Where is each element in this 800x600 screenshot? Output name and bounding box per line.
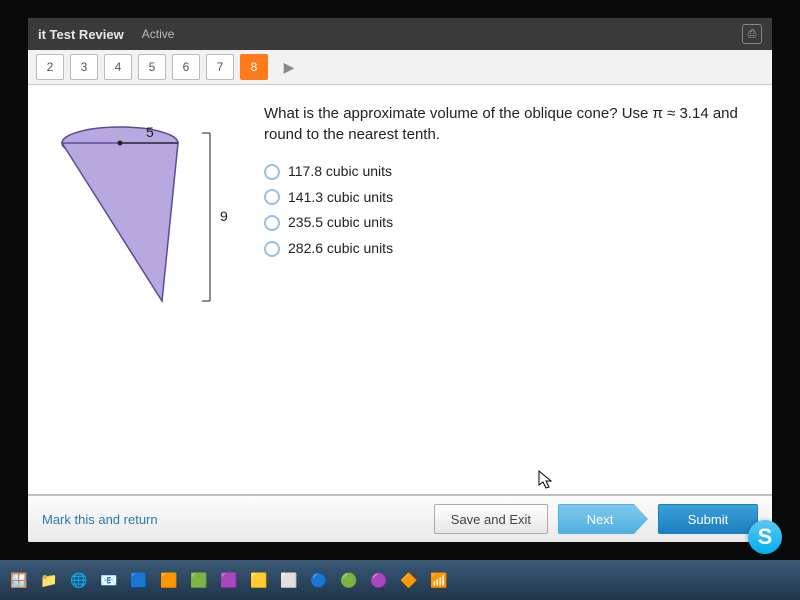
- footer-bar: Mark this and return Save and Exit Next …: [28, 494, 772, 542]
- option-b[interactable]: 141.3 cubic units: [264, 185, 750, 211]
- nav-3[interactable]: 3: [70, 54, 98, 80]
- tb-icon[interactable]: 📶: [426, 567, 452, 593]
- content-area: 5 9 What is the approximate volume of th…: [28, 85, 772, 494]
- height-label: 9: [220, 208, 228, 224]
- nav-6[interactable]: 6: [172, 54, 200, 80]
- test-title: it Test Review: [38, 27, 124, 42]
- taskbar: 🪟 📁 🌐 📧 🟦 🟧 🟩 🟪 🟨 ⬜ 🔵 🟢 🟣 🔶 📶: [0, 560, 800, 600]
- top-bar: it Test Review Active ⎙: [28, 18, 772, 50]
- tb-icon[interactable]: 📧: [96, 567, 122, 593]
- radio-icon[interactable]: [264, 164, 280, 180]
- radius-label: 5: [146, 124, 154, 140]
- tb-icon[interactable]: 🟪: [216, 567, 242, 593]
- question-text: What is the approximate volume of the ob…: [264, 103, 750, 145]
- answer-options: 117.8 cubic units 141.3 cubic units 235.…: [264, 159, 750, 261]
- question-nav: 2 3 4 5 6 7 8 ▶: [28, 50, 772, 85]
- tb-icon[interactable]: 🔶: [396, 567, 422, 593]
- option-label: 117.8 cubic units: [288, 162, 392, 182]
- tools-icon[interactable]: ⎙: [742, 24, 762, 44]
- nav-4[interactable]: 4: [104, 54, 132, 80]
- nav-8-current[interactable]: 8: [240, 54, 268, 80]
- question-block: What is the approximate volume of the ob…: [264, 103, 750, 476]
- tb-icon[interactable]: 🟩: [186, 567, 212, 593]
- tb-icon[interactable]: ⬜: [276, 567, 302, 593]
- radio-icon[interactable]: [264, 189, 280, 205]
- submit-button[interactable]: Submit: [658, 504, 758, 534]
- nav-5[interactable]: 5: [138, 54, 166, 80]
- tb-icon[interactable]: 🔵: [306, 567, 332, 593]
- tb-icon[interactable]: 🟢: [336, 567, 362, 593]
- tb-icon[interactable]: 🟧: [156, 567, 182, 593]
- nav-7[interactable]: 7: [206, 54, 234, 80]
- tb-icon[interactable]: 🟨: [246, 567, 272, 593]
- tb-icon[interactable]: 📁: [36, 567, 62, 593]
- nav-next-arrow-icon[interactable]: ▶: [278, 56, 300, 78]
- nav-2[interactable]: 2: [36, 54, 64, 80]
- tb-icon[interactable]: 🟣: [366, 567, 392, 593]
- tb-icon[interactable]: 🌐: [66, 567, 92, 593]
- option-a[interactable]: 117.8 cubic units: [264, 159, 750, 185]
- active-label: Active: [142, 27, 175, 41]
- radio-icon[interactable]: [264, 215, 280, 231]
- cone-figure: 5 9: [50, 103, 240, 476]
- save-exit-button[interactable]: Save and Exit: [434, 504, 548, 534]
- option-label: 141.3 cubic units: [288, 188, 393, 208]
- next-button[interactable]: Next: [558, 504, 648, 534]
- option-label: 282.6 cubic units: [288, 239, 393, 259]
- option-c[interactable]: 235.5 cubic units: [264, 210, 750, 236]
- tb-start-icon[interactable]: 🪟: [6, 567, 32, 593]
- radio-icon[interactable]: [264, 241, 280, 257]
- skype-icon[interactable]: S: [748, 520, 782, 554]
- tb-icon[interactable]: 🟦: [126, 567, 152, 593]
- mark-return-link[interactable]: Mark this and return: [42, 512, 158, 527]
- option-d[interactable]: 282.6 cubic units: [264, 236, 750, 262]
- option-label: 235.5 cubic units: [288, 213, 393, 233]
